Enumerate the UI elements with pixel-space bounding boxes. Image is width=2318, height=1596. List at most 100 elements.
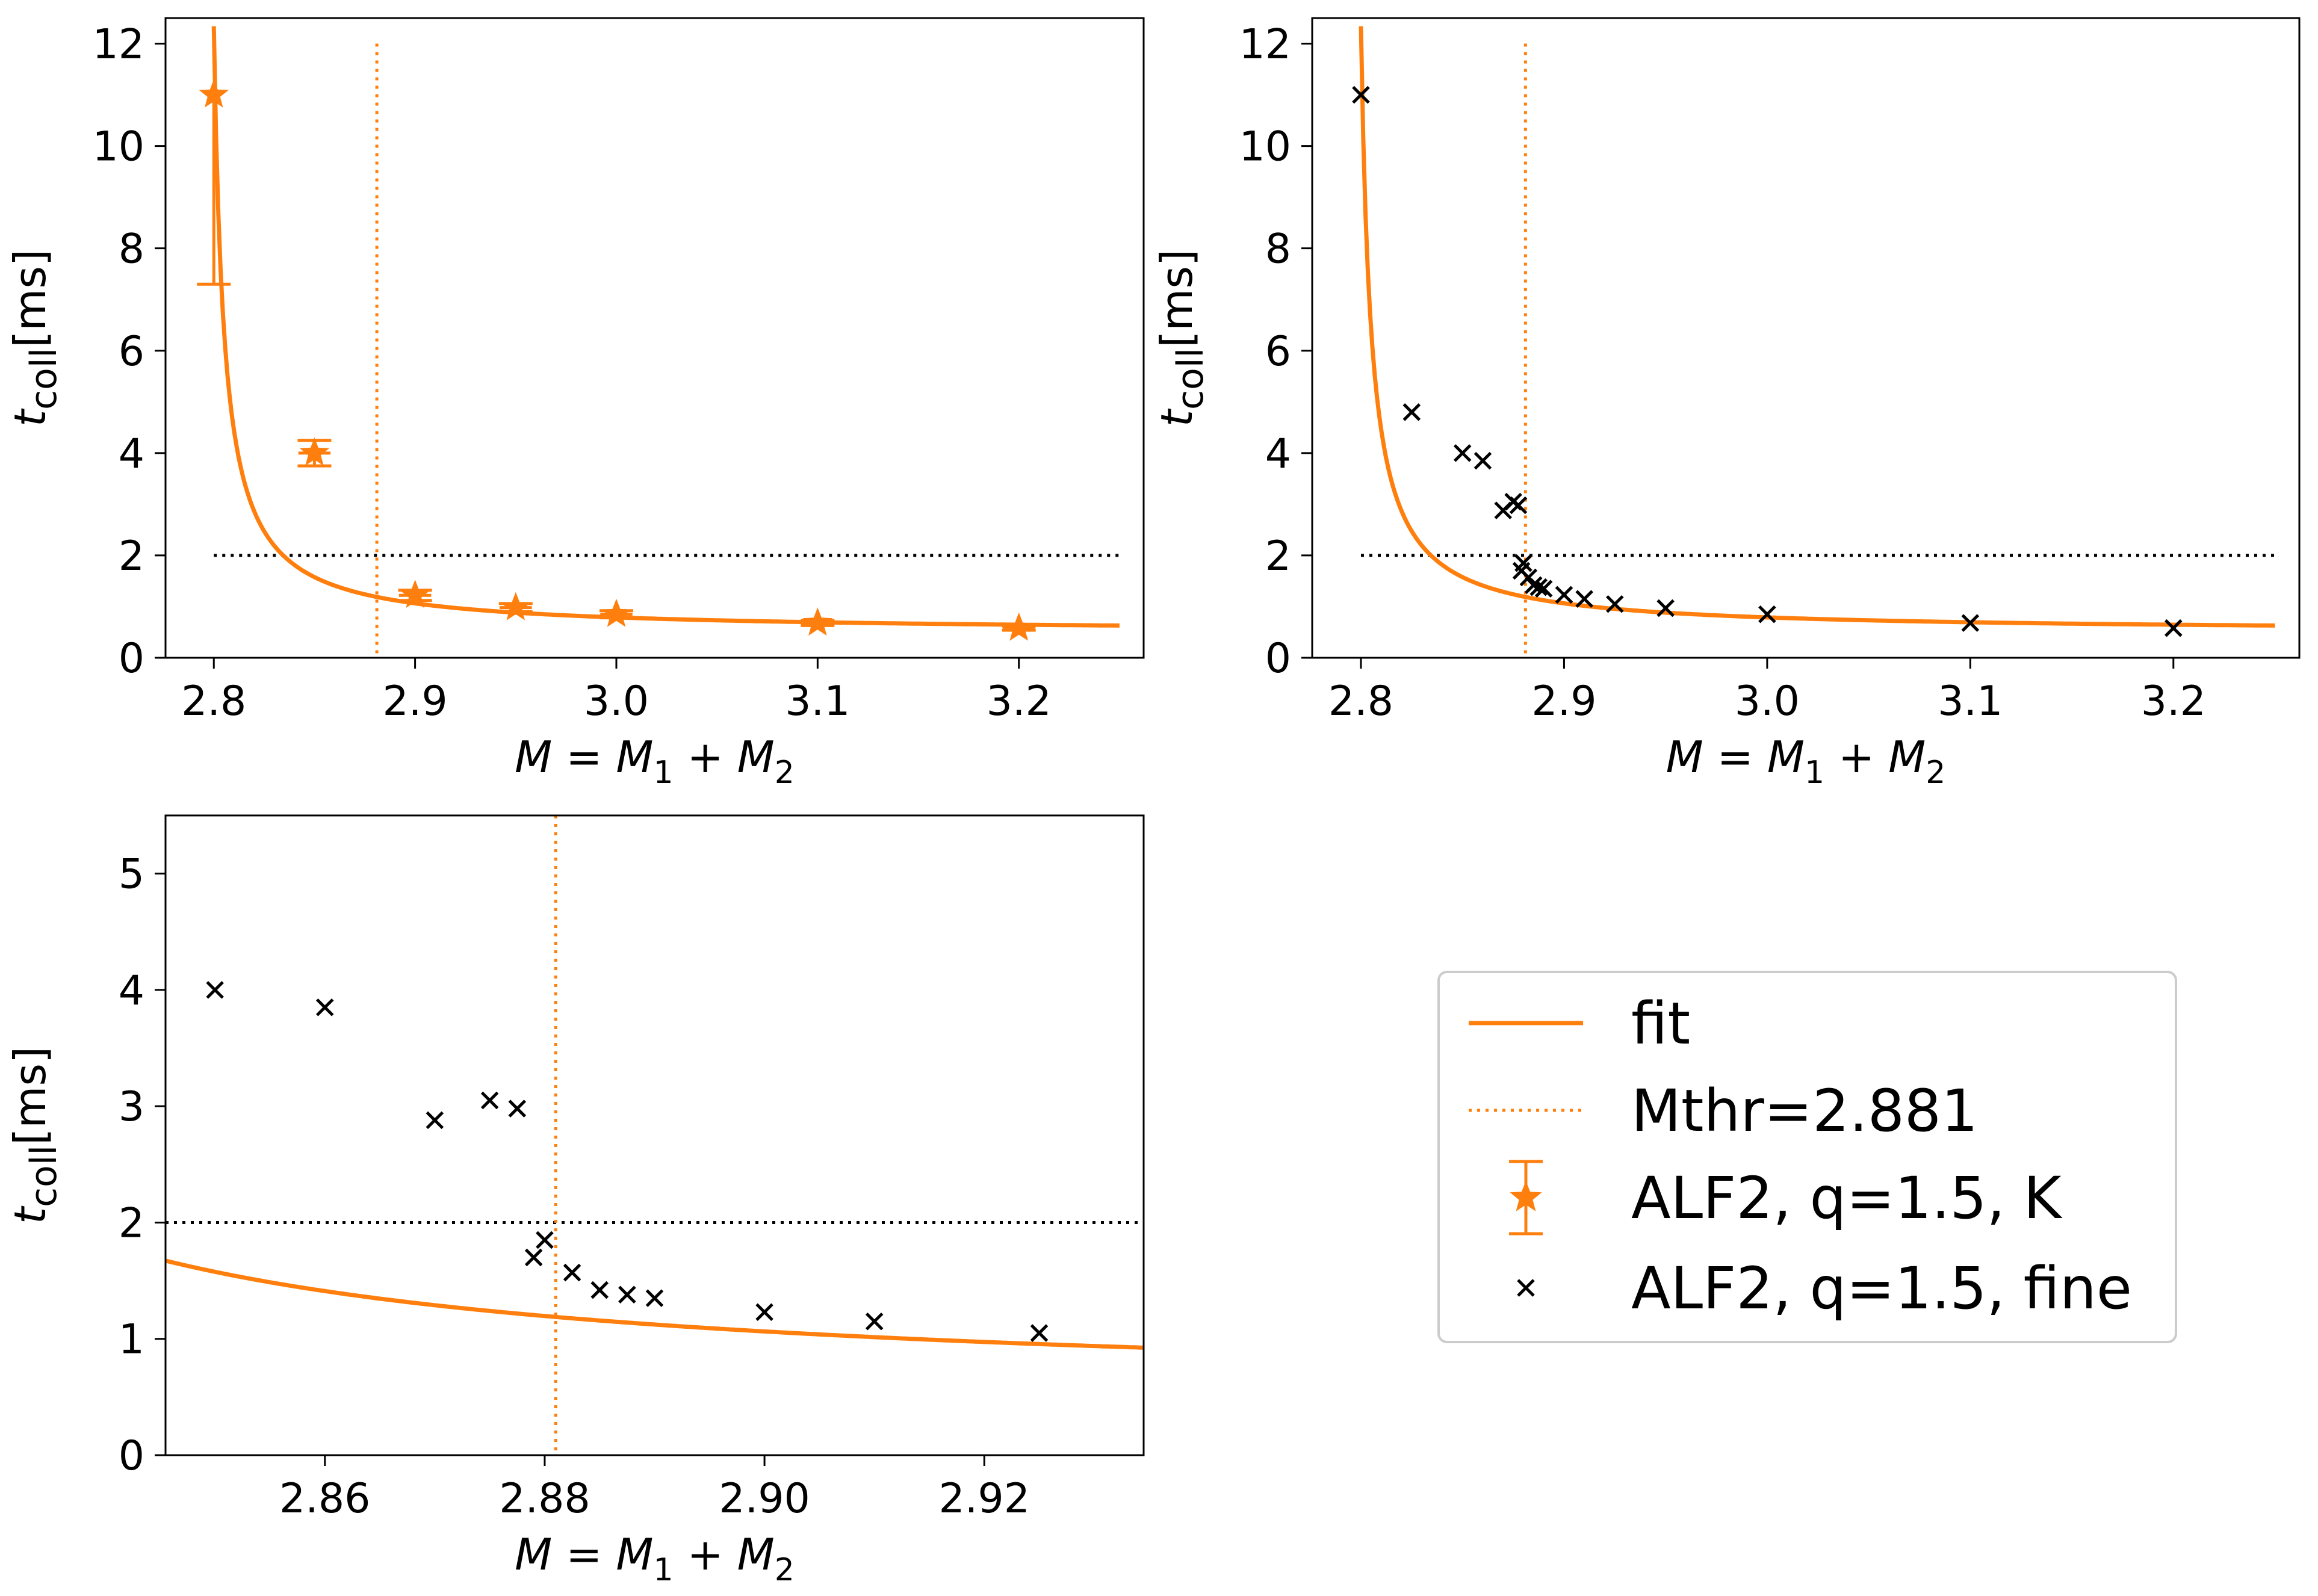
data-point-star (802, 607, 833, 636)
data-point-x (1453, 444, 1472, 462)
y-tick-label: 5 (119, 851, 144, 899)
data-point-x (1961, 614, 1980, 632)
data-point-x (1656, 599, 1675, 617)
data-point-star (299, 437, 330, 466)
y-tick-label: 0 (1265, 635, 1291, 682)
data-point-x (645, 1289, 664, 1307)
data-point-x (1758, 605, 1776, 623)
y-tick-label: 8 (119, 226, 144, 273)
x-tick-label: 3.0 (584, 678, 649, 725)
y-tick-label: 10 (92, 123, 144, 171)
y-tick-label: 2 (119, 1199, 144, 1247)
legend-entry-mthr: Mthr=2.881 (1469, 1077, 1978, 1145)
x-tick-label: 2.8 (181, 678, 246, 725)
data-point-x (1352, 85, 1370, 104)
data-point-x (206, 981, 224, 999)
y-tick-label: 0 (119, 1432, 144, 1480)
x-tick-label: 2.8 (1328, 678, 1393, 725)
x-tick-label: 2.88 (499, 1475, 590, 1523)
data-point-x (618, 1285, 636, 1304)
data-point-x (590, 1281, 609, 1299)
legend-star-icon (1510, 1181, 1542, 1211)
data-point-x (1575, 590, 1593, 608)
fit-curve (166, 1258, 1144, 1350)
legend-entry-fine: ALF2, q=1.5, fine (1517, 1255, 2132, 1322)
x-tick-label: 2.92 (939, 1475, 1030, 1523)
data-point-x (563, 1263, 581, 1282)
y-tick-label: 12 (92, 21, 144, 69)
data-point-x (1402, 403, 1421, 421)
y-tick-label: 6 (119, 328, 144, 376)
plot-area (166, 815, 1144, 1455)
plot-top-left: 2.8 2.9 3.0 3.1 3.2 0 2 4 6 8 10 12 M = M1​ + M2​ tco… (5, 17, 1145, 791)
data-point-star (601, 598, 631, 627)
x-tick-label: 2.86 (279, 1475, 370, 1523)
data-point-x (426, 1111, 444, 1130)
x-axis-label: M = M1​ + M2​ (515, 732, 795, 791)
data-point-star (501, 592, 531, 620)
y-axis-label: tcoll[ms] (5, 1047, 65, 1224)
legend-label: Mthr=2.881 (1631, 1077, 1978, 1145)
data-point-x (524, 1248, 543, 1267)
axes-frame (1311, 17, 2301, 659)
fit-curve (211, 26, 1120, 628)
y-tick-label: 2 (119, 533, 144, 580)
plot-area (1352, 26, 2275, 658)
legend-box (1437, 971, 2177, 1343)
data-point-x (508, 1100, 527, 1118)
legend-label: fit (1631, 990, 1690, 1057)
data-point-star (199, 79, 229, 108)
y-tick-label: 2 (1265, 533, 1291, 580)
data-point-star (1004, 612, 1034, 641)
plot-top-right: 2.8 2.9 3.0 3.1 3.2 0 2 4 6 8 10 12 M = M1​ + M2​ tco… (1151, 17, 2301, 791)
legend-entry-fit: fit (1469, 990, 1690, 1057)
data-point-x (1474, 451, 1492, 470)
y-axis-label: tcoll[ms] (5, 249, 65, 427)
x-tick-label: 2.90 (719, 1475, 810, 1523)
x-tick-label: 3.2 (987, 678, 1052, 725)
x-tick-label: 3.1 (785, 678, 850, 725)
data-point-x (865, 1312, 884, 1331)
y-tick-label: 12 (1239, 21, 1291, 69)
x-axis-label: M = M1​ + M2​ (1666, 732, 1946, 791)
data-point-x (1030, 1324, 1049, 1342)
y-tick-label: 1 (119, 1316, 144, 1364)
data-point-x (755, 1303, 773, 1322)
axes-frame (164, 17, 1145, 659)
data-point-x (2165, 619, 2183, 637)
y-tick-label: 4 (119, 967, 144, 1015)
data-point-x (1525, 576, 1543, 595)
y-tick-label: 4 (1265, 430, 1291, 478)
legend-label: ALF2, q=1.5, K (1631, 1165, 2063, 1232)
x-tick-label: 2.9 (1531, 678, 1596, 725)
errorbar (197, 94, 231, 286)
x-tick-label: 3.1 (1938, 678, 2003, 725)
data-point-x (1529, 578, 1548, 596)
legend-label: ALF2, q=1.5, fine (1631, 1255, 2132, 1322)
legend-entry-k: ALF2, q=1.5, K (1509, 1160, 2063, 1236)
y-tick-label: 10 (1239, 123, 1291, 171)
data-point-star (400, 580, 430, 608)
y-tick-label: 0 (119, 635, 144, 682)
x-tick-label: 3.0 (1735, 678, 1800, 725)
plot-bottom-left: 2.86 2.88 2.90 2.92 0 1 2 3 4 5 M = M1​ + M2​ tcoll… (5, 814, 1145, 1588)
legend: fit Mthr=2.881 ALF2, q=1.5, K ALF2, q=1.5, … (1437, 971, 2177, 1343)
x-tick-label: 3.2 (2141, 678, 2206, 725)
y-axis-label: tcoll[ms] (1151, 249, 1212, 427)
y-tick-label: 4 (119, 430, 144, 478)
data-point-x (315, 998, 334, 1016)
data-point-x (1555, 586, 1573, 604)
plot-area (197, 26, 1120, 658)
data-point-x (536, 1231, 554, 1249)
y-tick-label: 8 (1265, 226, 1291, 273)
data-point-x (1509, 496, 1528, 515)
data-point-x (1514, 554, 1532, 572)
x-axis-label: M = M1​ + M2​ (515, 1529, 795, 1588)
y-tick-label: 6 (1265, 328, 1291, 376)
data-point-x (1606, 595, 1624, 613)
x-tick-label: 2.9 (383, 678, 448, 725)
data-point-x (1534, 580, 1553, 598)
y-tick-label: 3 (119, 1083, 144, 1131)
axes-frame (164, 814, 1145, 1456)
